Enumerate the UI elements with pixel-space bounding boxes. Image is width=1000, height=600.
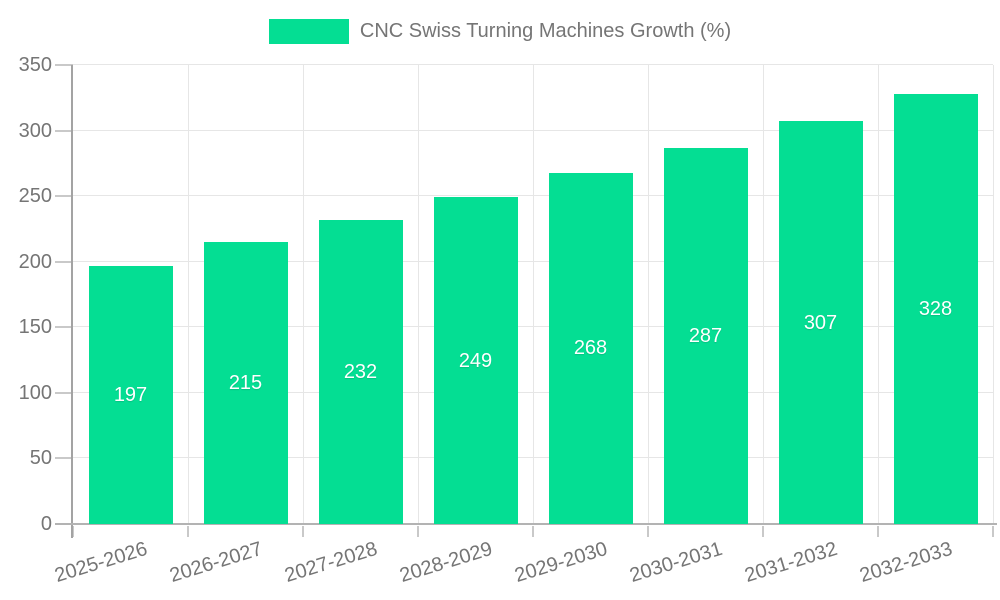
bar-2027-2028[interactable]: [318, 219, 403, 524]
bar-2030-2031[interactable]: [663, 147, 748, 524]
bar-2032-2033[interactable]: [893, 93, 978, 524]
y-axis-tick-icon: [55, 391, 73, 394]
x-axis-tick-icon: [992, 526, 994, 537]
bar-2025-2026[interactable]: [88, 265, 173, 524]
vertical-gridline: [417, 65, 419, 524]
y-axis-tick-icon: [55, 326, 73, 329]
legend-marker-icon[interactable]: [268, 19, 349, 44]
x-axis-tick-icon: [762, 526, 764, 537]
bar-value-label: 287: [688, 324, 723, 347]
bar-2031-2032[interactable]: [778, 121, 863, 524]
horizontal-gridline: [73, 64, 993, 65]
legend: CNC Swiss Turning Machines Growth (%): [0, 19, 1000, 44]
bar-2028-2029[interactable]: [433, 197, 518, 524]
vertical-gridline: [762, 65, 764, 524]
y-axis-label: 250: [18, 185, 52, 208]
y-axis-line: [71, 65, 73, 538]
y-axis-label: 50: [29, 447, 52, 470]
vertical-gridline: [532, 65, 534, 524]
bar-value-label: 197: [113, 383, 148, 406]
x-axis-tick-icon: [417, 526, 419, 537]
y-axis-tick-icon: [55, 129, 73, 132]
bar-value-label: 328: [918, 297, 953, 320]
vertical-gridline: [877, 65, 879, 524]
y-axis-tick-icon: [55, 195, 73, 198]
bar-value-label: 249: [458, 349, 493, 372]
y-axis-tick-icon: [55, 64, 73, 66]
bar-2029-2030[interactable]: [548, 172, 633, 524]
bar-2026-2027[interactable]: [203, 242, 288, 524]
y-axis-tick-icon: [55, 457, 73, 460]
x-axis-tick-icon: [647, 526, 649, 537]
vertical-gridline: [992, 65, 994, 524]
y-axis-label: 200: [18, 250, 52, 273]
legend-label[interactable]: CNC Swiss Turning Machines Growth (%): [359, 20, 732, 42]
x-axis-tick-icon: [187, 526, 189, 537]
bar-value-label: 215: [228, 372, 263, 395]
x-axis-tick-icon: [877, 526, 879, 537]
bar-value-label: 232: [343, 360, 378, 383]
y-axis-label: 150: [18, 316, 52, 339]
y-axis-label: 300: [18, 119, 52, 142]
vertical-gridline: [647, 65, 649, 524]
y-axis-label: 350: [18, 54, 52, 76]
bar-value-label: 268: [573, 337, 608, 360]
vertical-gridline: [302, 65, 304, 524]
y-axis-tick-icon: [55, 260, 73, 263]
y-axis-label: 100: [18, 381, 52, 404]
y-axis-label: 0: [40, 513, 52, 535]
x-axis-tick-icon: [532, 526, 534, 537]
vertical-gridline: [187, 65, 189, 524]
bar-value-label: 307: [803, 311, 838, 334]
x-axis-tick-icon: [302, 526, 304, 537]
x-axis-tick-icon: [72, 526, 74, 537]
x-axis-line: [55, 523, 997, 525]
